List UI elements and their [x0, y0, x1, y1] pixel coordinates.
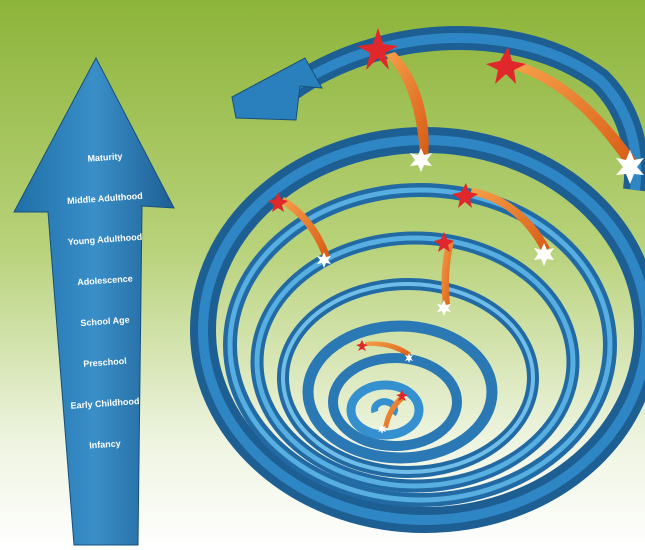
milestones — [268, 28, 644, 434]
stage-label: Maturity — [87, 151, 123, 163]
stage-label: Early Childhood — [70, 396, 140, 411]
spiral-arrowhead — [231, 57, 323, 121]
stage-label: Adolescence — [77, 273, 133, 287]
stage-label: Preschool — [83, 356, 127, 369]
stage-label: School Age — [80, 315, 130, 328]
stage-arrow — [13, 56, 175, 546]
stage-label: Infancy — [89, 438, 121, 450]
spiral — [190, 25, 645, 533]
